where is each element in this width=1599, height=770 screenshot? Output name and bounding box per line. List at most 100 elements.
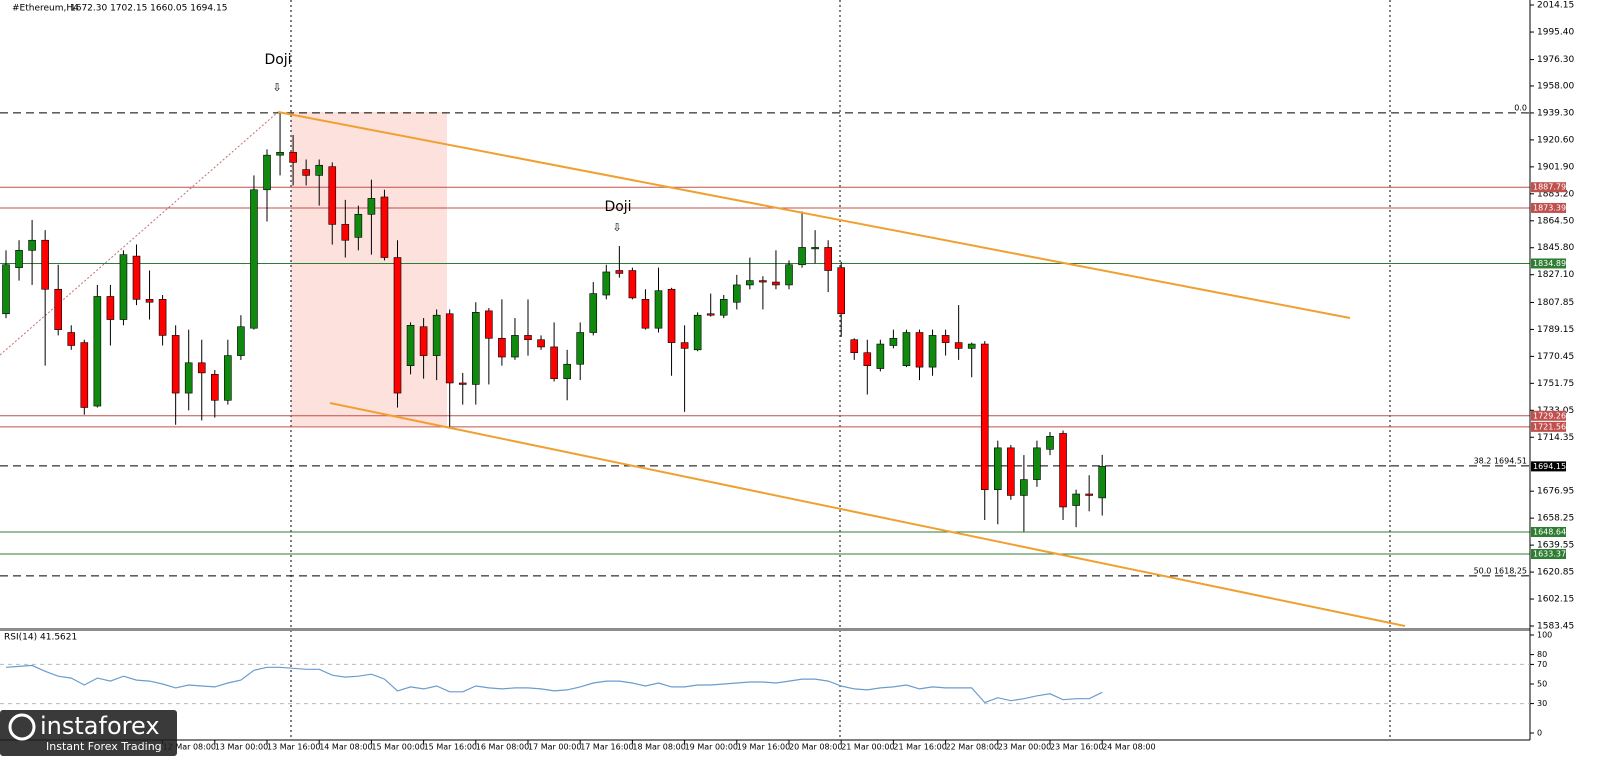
- y-tick-label: 1807.85: [1537, 298, 1574, 308]
- rsi-line: [5, 664, 1103, 704]
- level-box: [1531, 182, 1566, 193]
- candle-body: [1059, 433, 1067, 508]
- candle-body: [732, 284, 741, 303]
- x-tick-label: 16 Mar 08:00: [476, 743, 529, 752]
- candle-body: [524, 335, 532, 341]
- candle-body: [445, 313, 454, 384]
- candle-body: [367, 198, 376, 215]
- candle-body: [184, 362, 193, 394]
- candle-body: [380, 196, 389, 258]
- price-label: 1694.15: [1533, 462, 1566, 471]
- symbol-title: #Ethereum,H4: [12, 4, 79, 14]
- candle-body: [824, 247, 832, 271]
- candle-body: [406, 325, 415, 366]
- candle-body: [145, 299, 154, 303]
- fib-label: 50.0 1618.25: [1474, 566, 1527, 575]
- level-box: [1531, 410, 1566, 421]
- candle-body: [458, 382, 467, 385]
- axes: 2014.15 1995.40 1976.30 1958.00 1939.30 1920.…: [162, 1, 1574, 752]
- y-tick-label: 1901.90: [1537, 162, 1574, 172]
- x-tick-label: 19 Mar 16:00: [737, 743, 790, 752]
- candle-body: [1007, 447, 1015, 496]
- candle-body: [211, 374, 219, 401]
- candle-body: [498, 337, 506, 358]
- candle-body: [967, 343, 976, 349]
- level-label: 1873.39: [1533, 203, 1566, 212]
- candle-body: [2, 264, 10, 315]
- y-tick-label: 1976.30: [1537, 55, 1574, 65]
- x-tick-label: 12 Mar 08:00: [163, 743, 216, 752]
- y-tick-label: 1751.75: [1537, 379, 1574, 389]
- rsi-panel: [0, 663, 1530, 705]
- candle-body: [1046, 436, 1054, 450]
- x-tick-label: 18 Mar 08:00: [632, 743, 685, 752]
- y-tick-label: 1676.95: [1537, 487, 1574, 497]
- candle-body: [993, 447, 1002, 490]
- x-tick-label: 20 Mar 08:00: [789, 743, 842, 752]
- candle-body: [354, 213, 363, 238]
- candle-body: [915, 332, 924, 368]
- y-tick-label: 1620.85: [1537, 568, 1574, 578]
- y-tick-label: 1714.35: [1537, 433, 1574, 443]
- y-tick-label: 1845.80: [1537, 243, 1574, 253]
- fib-label: 0.0: [1514, 103, 1527, 112]
- candle-body: [863, 352, 872, 366]
- candle-body: [1098, 466, 1106, 499]
- x-tick-label: 21 Mar 00:00: [841, 743, 894, 752]
- x-tick-label: 17 Mar 16:00: [580, 743, 633, 752]
- y-tick-label: 1920.60: [1537, 135, 1574, 145]
- candle-body: [550, 346, 558, 379]
- candle-body: [615, 270, 624, 274]
- x-tick-label: 21 Mar 16:00: [893, 743, 946, 752]
- candle-body: [928, 335, 937, 368]
- level-label: 1729.26: [1533, 411, 1566, 420]
- rsi-name: RSI(14): [4, 633, 37, 643]
- brand-tagline: Instant Forex Trading: [46, 740, 162, 753]
- y-tick-label: 1827.10: [1537, 270, 1574, 280]
- candle-body: [876, 343, 885, 369]
- x-tick-label: 22 Mar 08:00: [946, 743, 999, 752]
- candle-body: [432, 314, 441, 356]
- y-tick-label: 1864.50: [1537, 216, 1574, 226]
- logo-icon: [8, 713, 36, 741]
- candle-body: [602, 271, 611, 296]
- candle-body: [941, 335, 950, 343]
- x-tick-label: 19 Mar 00:00: [685, 743, 738, 752]
- x-tick-label: 17 Mar 00:00: [528, 743, 581, 752]
- panel-separator: [0, 628, 1530, 631]
- candle-body: [393, 257, 402, 394]
- candle-body: [171, 335, 180, 394]
- annotation: Doji: [264, 52, 291, 68]
- price-box: [1531, 461, 1566, 472]
- rsi-tick-label: 80: [1537, 650, 1547, 659]
- level-label: 1887.79: [1533, 183, 1566, 192]
- candle-body: [980, 343, 989, 490]
- candle-body: [785, 264, 793, 286]
- y-tick-label: 1658.25: [1537, 514, 1574, 524]
- highlight-zone: [291, 112, 447, 426]
- candle-body: [954, 342, 963, 349]
- rsi-tick-label: 100: [1537, 631, 1552, 640]
- ohlc-label: 1672.30 1702.15 1660.05 1694.15: [70, 4, 227, 14]
- x-tick-label: 15 Mar 00:00: [371, 743, 424, 752]
- candle-body: [837, 267, 846, 315]
- candle-body: [811, 247, 819, 250]
- candle-body: [798, 247, 806, 266]
- candle-body: [302, 169, 310, 176]
- x-tick-label: 14 Mar 08:00: [319, 743, 372, 752]
- level-label: 1834.89: [1533, 259, 1566, 268]
- candle-body: [328, 166, 337, 225]
- candle-body: [119, 254, 128, 320]
- level-box: [1531, 258, 1566, 269]
- candle-body: [693, 314, 702, 351]
- candle-body: [263, 154, 271, 191]
- candles: [2, 112, 1106, 532]
- candle-body: [289, 151, 297, 163]
- candle-body: [511, 335, 519, 358]
- x-tick-label: 24 Mar 08:00: [1102, 743, 1155, 752]
- candle-body: [341, 224, 350, 241]
- candle-body: [224, 355, 232, 401]
- candle-body: [1085, 493, 1093, 496]
- candle-body: [315, 164, 324, 176]
